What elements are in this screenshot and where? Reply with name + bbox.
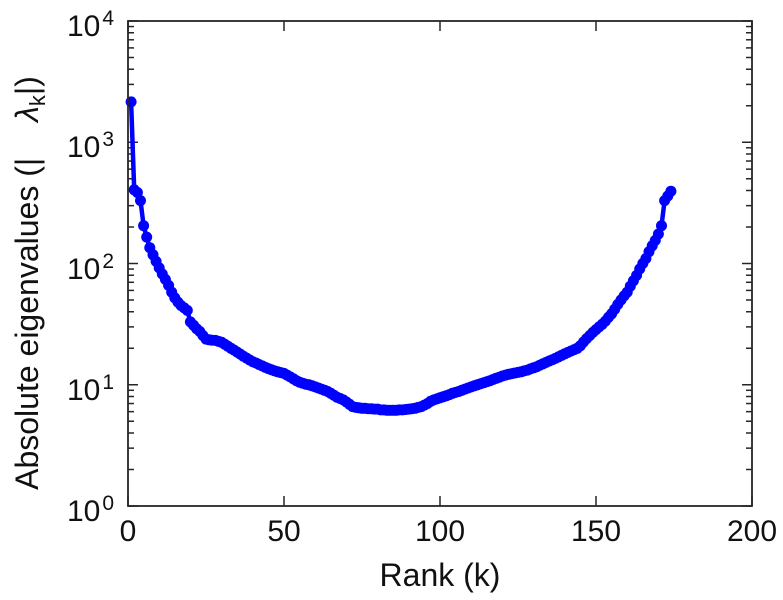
data-series <box>125 96 677 416</box>
data-point-marker <box>141 231 153 243</box>
data-point-marker <box>181 304 193 316</box>
data-point-marker <box>135 195 146 207</box>
axes-box <box>127 20 753 507</box>
lambda-symbol: λ <box>9 106 45 122</box>
data-point-marker <box>138 220 150 232</box>
series-line <box>128 99 674 413</box>
data-point-marker <box>656 220 667 232</box>
y-axis-label-prefix: Absolute eigenvalues (| <box>9 157 45 490</box>
y-axis-label: Absolute eigenvalues (| λk|) <box>9 76 51 490</box>
y-axis-label-suffix: |) <box>9 76 45 96</box>
data-point-marker <box>665 185 677 197</box>
x-axis-label: Rank (k) <box>379 557 501 593</box>
lambda-subscript: k <box>25 95 50 107</box>
data-point-marker <box>652 228 664 240</box>
axis-tick-marks <box>127 20 753 507</box>
